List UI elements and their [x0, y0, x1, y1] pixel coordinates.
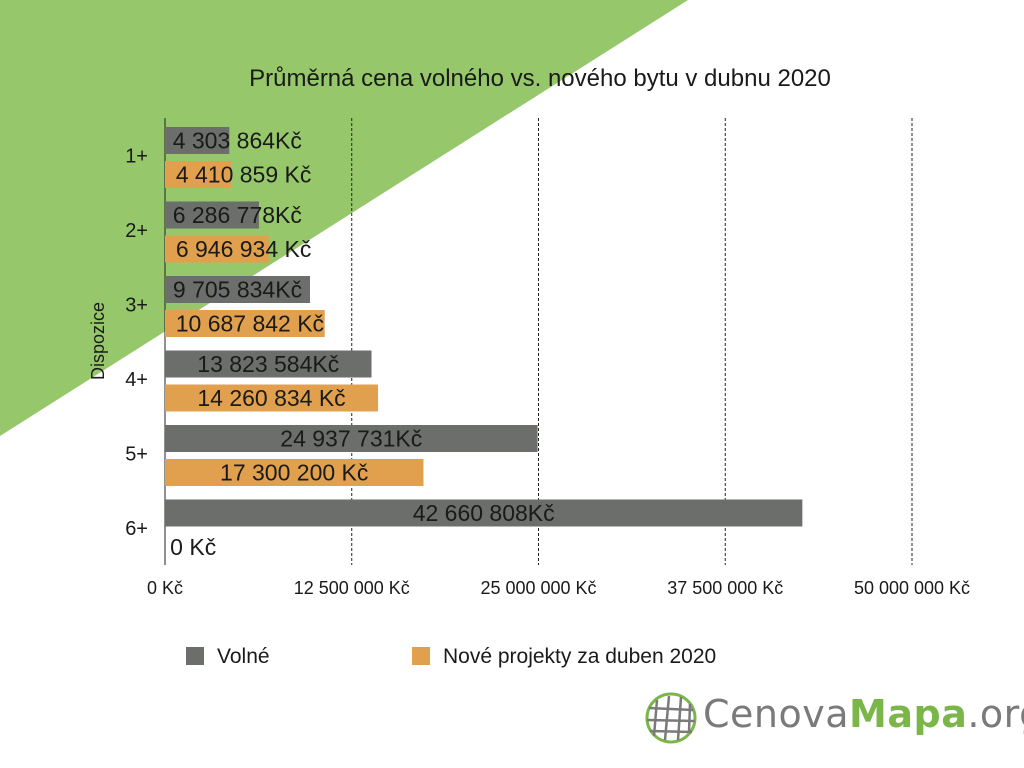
bar-volne	[165, 127, 230, 154]
bar-volne	[165, 350, 372, 378]
bar-data-label: 6 286 778Kč	[173, 202, 302, 228]
x-tick-label: 50 000 000 Kč	[854, 578, 970, 598]
bar-volne	[165, 499, 803, 527]
x-tick-label: 12 500 000 Kč	[294, 578, 410, 598]
bar-data-label: 9 705 834Kč	[173, 277, 302, 303]
logo-wordmark: CenovaMapa.org	[703, 692, 1024, 736]
bar-data-label: 42 660 808Kč	[413, 500, 555, 526]
bar-volne	[165, 201, 259, 229]
cenovamapa-logo: CenovaMapa.org	[643, 690, 1024, 750]
logo-part-cenova: Cenova	[703, 692, 850, 736]
bar-data-label: 14 260 834 Kč	[197, 385, 345, 411]
category-label: 1+	[125, 145, 148, 167]
bar-volne	[165, 276, 311, 303]
bar-data-label: 4 410 859 Kč	[176, 162, 312, 188]
bar-nove	[165, 161, 231, 188]
bar-data-label: 13 823 584Kč	[197, 351, 339, 377]
legend-swatch	[186, 647, 204, 665]
logo-part-org: .org	[967, 692, 1024, 736]
bar-nove	[165, 235, 269, 263]
bar-data-label: 24 937 731Kč	[280, 426, 422, 452]
category-label: 2+	[125, 220, 148, 242]
legend-label: Nové projekty za duben 2020	[443, 645, 716, 668]
bar-data-label: 6 946 934 Kč	[176, 236, 312, 262]
category-label: 6+	[125, 518, 148, 540]
bar-data-label: 10 687 842 Kč	[176, 311, 324, 337]
y-axis-title: Dispozice	[88, 302, 108, 380]
category-label: 4+	[125, 369, 148, 391]
legend-swatch	[412, 647, 430, 665]
bar-volne	[165, 425, 538, 452]
bar-nove	[165, 459, 424, 486]
bar-nove	[165, 310, 325, 337]
bar-nove	[165, 384, 379, 412]
x-tick-label: 37 500 000 Kč	[667, 578, 783, 598]
bar-data-label: 0 Kč	[170, 534, 216, 560]
globe-grid-icon	[645, 692, 697, 744]
x-tick-label: 0 Kč	[147, 578, 183, 598]
bar-data-label: 17 300 200 Kč	[220, 460, 368, 486]
category-label: 5+	[125, 443, 148, 465]
legend-label: Volné	[217, 645, 270, 668]
category-label: 3+	[125, 294, 148, 316]
x-tick-label: 25 000 000 Kč	[480, 578, 596, 598]
chart-title: Průměrná cena volného vs. nového bytu v …	[249, 65, 831, 92]
logo-part-mapa: Mapa	[849, 692, 968, 736]
bar-data-label: 4 303 864Kč	[173, 128, 302, 154]
